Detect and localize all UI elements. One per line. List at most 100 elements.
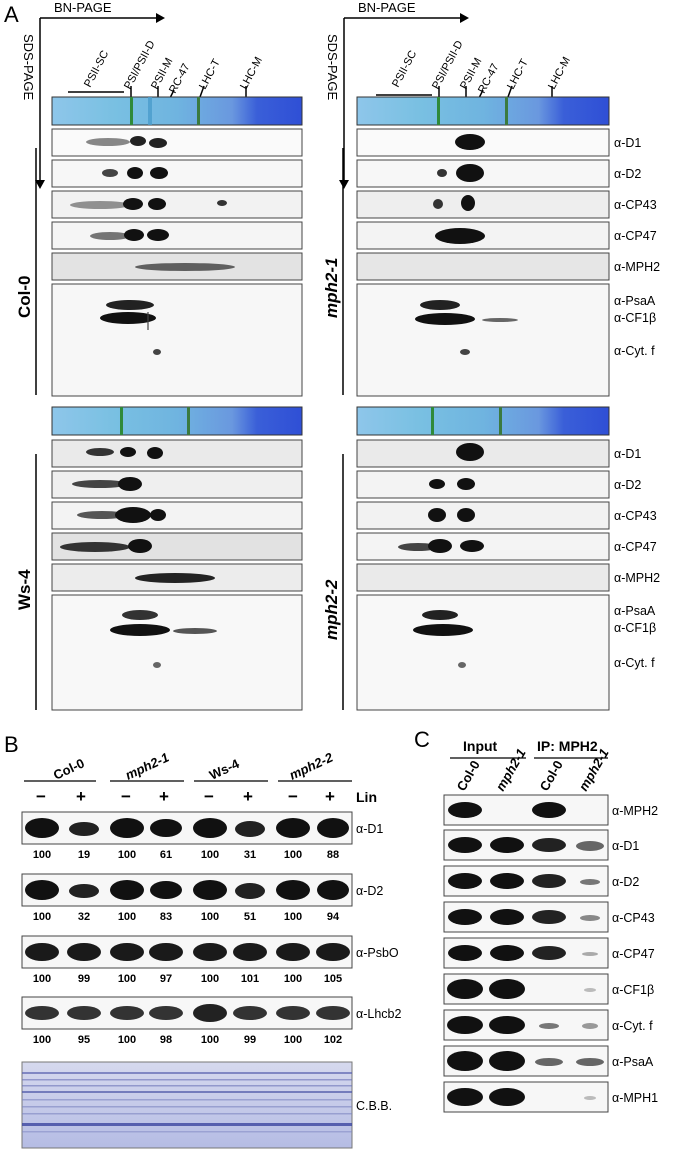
- bn-page-label: BN-PAGE: [54, 0, 112, 15]
- antibody-label: α-Cyt. f: [614, 344, 655, 358]
- antibody-label: α-MPH2: [614, 571, 660, 585]
- quant-value: 100: [33, 1034, 51, 1046]
- antibody-labels-a-top: α-D1 α-D2 α-CP43 α-CP47 α-MPH2 α-PsaA α-…: [614, 136, 660, 358]
- treatment-minus: −: [288, 787, 298, 806]
- blot-psbo: α-PsbO: [21, 935, 399, 969]
- quant-value: 100: [201, 973, 219, 985]
- group-ip-label: IP: MPH2: [537, 738, 598, 754]
- treatment-plus: +: [76, 787, 86, 806]
- panel-c-letter: C: [414, 727, 430, 752]
- quant-value: 94: [327, 911, 340, 923]
- lane-label: Col-0: [537, 758, 566, 794]
- quant-value: 100: [201, 1034, 219, 1046]
- complex-labels-right: PSII-SC PSI/PSII-D PSII-M RC-47 LHC-T LH…: [376, 39, 573, 99]
- treatment-minus: −: [121, 787, 131, 806]
- bn-gel-strip: [51, 96, 303, 126]
- cbb-gel: C.B.B.: [21, 1061, 392, 1149]
- ip-blots: [443, 794, 609, 1113]
- quant-value: 99: [244, 1034, 256, 1046]
- blot-strip-ws4: [51, 439, 303, 711]
- complex-labels-left: PSII-SC PSI/PSII-D PSII-M RC-47 LHC-T LH…: [68, 39, 265, 99]
- antibody-label: α-Cyt. f: [614, 656, 655, 670]
- quant-value: 102: [324, 1034, 342, 1046]
- antibody-label: α-MPH2: [614, 260, 660, 274]
- antibody-label: α-D2: [356, 884, 383, 898]
- panel-a: A BN-PAGE SDS-PAGE BN-PAGE SDS-PAGE PSII…: [4, 0, 660, 711]
- antibody-label: α-MPH2: [612, 804, 658, 818]
- complex-label: LHC-M: [546, 55, 573, 91]
- genotype-label-mph2-2: mph2-2: [322, 579, 341, 640]
- antibody-label: α-Cyt. f: [612, 1019, 653, 1033]
- quant-value: 100: [284, 973, 302, 985]
- quant-value: 101: [241, 973, 259, 985]
- antibody-label: α-CP47: [612, 947, 655, 961]
- complex-label: PSII-SC: [82, 49, 111, 90]
- antibody-label: α-MPH1: [612, 1091, 658, 1105]
- quant-value: 32: [78, 911, 90, 923]
- quant-value: 95: [78, 1034, 90, 1046]
- complex-label: LHC-T: [197, 57, 223, 91]
- quant-value: 100: [284, 1034, 302, 1046]
- antibody-label: α-CP47: [614, 540, 657, 554]
- quant-value: 100: [33, 911, 51, 923]
- complex-label: PSII-SC: [390, 49, 419, 90]
- bn-gel-strip: [356, 96, 610, 126]
- genotype-header: mph2-2: [287, 749, 336, 782]
- antibody-label: α-D2: [612, 875, 639, 889]
- quant-value: 100: [33, 973, 51, 985]
- antibody-label: α-Lhcb2: [356, 1007, 401, 1021]
- group-input-label: Input: [463, 738, 498, 754]
- quant-value: 100: [284, 911, 302, 923]
- genotype-header: mph2-1: [123, 750, 171, 783]
- cbb-label: C.B.B.: [356, 1099, 392, 1113]
- antibody-label: α-D1: [614, 447, 641, 461]
- antibody-label: α-D1: [612, 839, 639, 853]
- bn-page-label: BN-PAGE: [358, 0, 416, 15]
- blot-strip-mph2-2: [356, 439, 610, 711]
- quant-value: 31: [244, 849, 256, 861]
- antibody-label: α-D1: [614, 136, 641, 150]
- genotype-label-col0: Col-0: [15, 276, 34, 319]
- treatment-minus: −: [36, 787, 46, 806]
- treatment-plus: +: [243, 787, 253, 806]
- antibody-label: α-D2: [614, 478, 641, 492]
- antibody-label: α-CF1β: [614, 621, 656, 635]
- quant-value: 51: [244, 911, 256, 923]
- quant-value: 100: [118, 911, 136, 923]
- antibody-label: α-CF1β: [612, 983, 654, 997]
- antibody-label: α-D1: [356, 822, 383, 836]
- quant-value: 105: [324, 973, 342, 985]
- antibody-labels-a-bottom: α-D1 α-D2 α-CP43 α-CP47 α-MPH2 α-PsaA α-…: [614, 447, 660, 670]
- quant-values: 100 19 100 61 100 31 100 88 100 32 100 8…: [33, 849, 342, 1046]
- blot-lhcb2: α-Lhcb2: [21, 996, 401, 1030]
- quant-value: 100: [118, 1034, 136, 1046]
- quant-value: 100: [118, 849, 136, 861]
- quant-value: 83: [160, 911, 172, 923]
- sds-page-label: SDS-PAGE: [21, 34, 36, 101]
- quant-value: 97: [160, 973, 172, 985]
- panel-b-genotype-headers: Col-0 mph2-1 Ws-4 mph2-2: [24, 749, 352, 783]
- treatment-plus: +: [159, 787, 169, 806]
- antibody-label: α-CF1β: [614, 311, 656, 325]
- genotype-label-ws4: Ws-4: [15, 569, 34, 610]
- quant-value: 61: [160, 849, 172, 861]
- quant-value: 100: [201, 849, 219, 861]
- genotype-header: Col-0: [51, 755, 87, 782]
- lane-label: mph2-1: [493, 746, 529, 794]
- quant-value: 99: [78, 973, 90, 985]
- complex-label: LHC-T: [505, 57, 531, 91]
- treatment-plus: +: [325, 787, 335, 806]
- axes-left: BN-PAGE SDS-PAGE: [21, 0, 165, 189]
- antibody-label: α-CP43: [614, 509, 657, 523]
- antibody-label: α-D2: [614, 167, 641, 181]
- antibody-label: α-PsaA: [612, 1055, 654, 1069]
- quant-value: 100: [33, 849, 51, 861]
- panel-c: C Input IP: MPH2 Col-0 mph2-1 Col-0 mph2…: [414, 727, 658, 1113]
- quant-value: 100: [284, 849, 302, 861]
- antibody-label: α-PsaA: [614, 294, 656, 308]
- sds-page-label: SDS-PAGE: [325, 34, 340, 101]
- antibody-label: α-PsbO: [356, 946, 399, 960]
- blot-d2: α-D2: [21, 873, 383, 907]
- blot-d1: α-D1: [21, 811, 383, 845]
